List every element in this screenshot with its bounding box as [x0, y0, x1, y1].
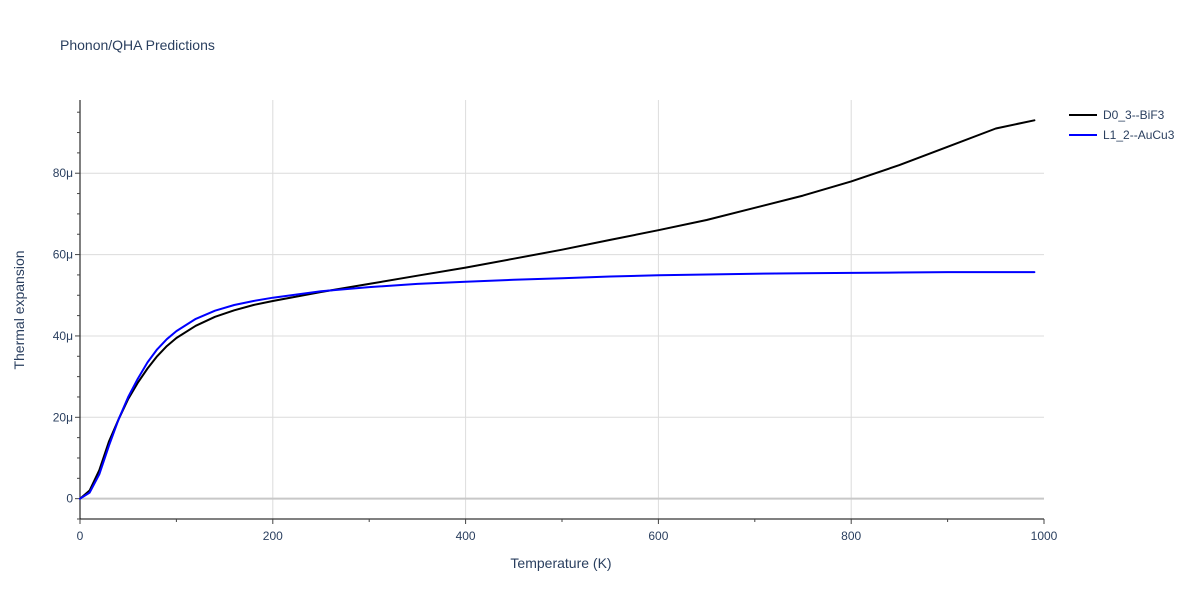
y-tick-label: 60μ	[53, 248, 73, 262]
legend[interactable]: D0_3--BiF3 L1_2--AuCu3	[1069, 108, 1175, 142]
x-tick-label: 400	[456, 529, 476, 543]
series-layer	[79, 119, 1036, 500]
grid-layer	[80, 100, 1044, 519]
x-tick-label: 800	[841, 529, 861, 543]
legend-item-1[interactable]: D0_3--BiF3	[1069, 108, 1165, 122]
chart-title: Phonon/QHA Predictions	[60, 37, 215, 53]
x-tick-label: 1000	[1031, 529, 1058, 543]
y-tick-label: 40μ	[53, 329, 73, 343]
x-tick-label: 600	[648, 529, 668, 543]
x-axis-title: Temperature (K)	[510, 555, 611, 571]
y-tick-label: 20μ	[53, 410, 73, 424]
axes-layer	[75, 100, 1045, 524]
y-axis-title: Thermal expansion	[11, 250, 27, 369]
legend-item-2[interactable]: L1_2--AuCu3	[1069, 128, 1175, 142]
x-tick-label: 200	[263, 529, 283, 543]
series-line-1[interactable]	[79, 119, 1036, 500]
x-tick-label: 0	[77, 529, 84, 543]
y-tick-label: 80μ	[53, 166, 73, 180]
tick-labels: 0 200 400 600 800 1000 0 20μ 40μ 60μ 80μ	[53, 166, 1058, 543]
y-tick-label: 0	[66, 492, 73, 506]
legend-label: L1_2--AuCu3	[1103, 128, 1175, 142]
series-line-2[interactable]	[79, 271, 1036, 500]
legend-label: D0_3--BiF3	[1103, 108, 1165, 122]
